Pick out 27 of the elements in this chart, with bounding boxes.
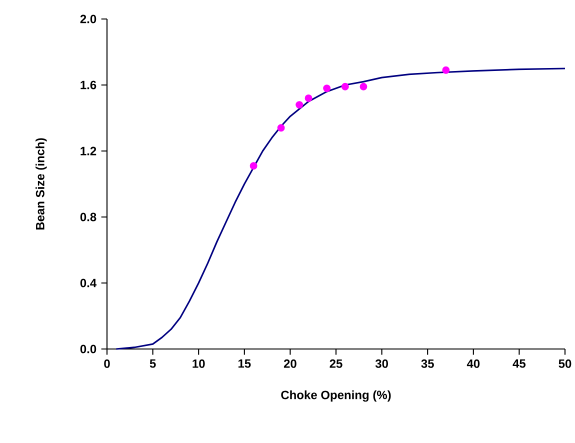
x-tick-label: 10	[192, 359, 205, 368]
y-axis-title: Bean Size (inch)	[36, 138, 47, 230]
point	[296, 101, 304, 109]
y-tick-label: 0.0	[80, 344, 96, 354]
y-tick-label: 1.2	[80, 146, 96, 156]
x-tick-label: 40	[466, 359, 480, 368]
y-tick-label: 2.0	[80, 14, 96, 24]
y-tick-label: 0.8	[80, 212, 96, 222]
x-tick-label: 5	[150, 359, 156, 368]
x-tick-label: 35	[421, 359, 434, 368]
x-tick-label: 30	[375, 359, 388, 368]
point	[250, 162, 258, 170]
point	[304, 94, 312, 102]
x-axis-title: Choke Opening (%)	[281, 390, 391, 402]
x-tick-label: 45	[512, 359, 526, 368]
point	[341, 82, 349, 90]
y-tick-label: 0.4	[80, 278, 97, 288]
x-tick-label: 25	[330, 359, 342, 368]
point	[442, 66, 450, 74]
x-tick-label: 0	[104, 359, 110, 368]
point	[360, 82, 368, 90]
point	[277, 124, 285, 132]
x-tick-label: 15	[238, 359, 251, 368]
point	[323, 84, 331, 92]
x-tick-label: 20	[284, 359, 296, 368]
x-tick-label: 50	[558, 359, 572, 368]
y-tick-label: 1.6	[80, 80, 96, 90]
